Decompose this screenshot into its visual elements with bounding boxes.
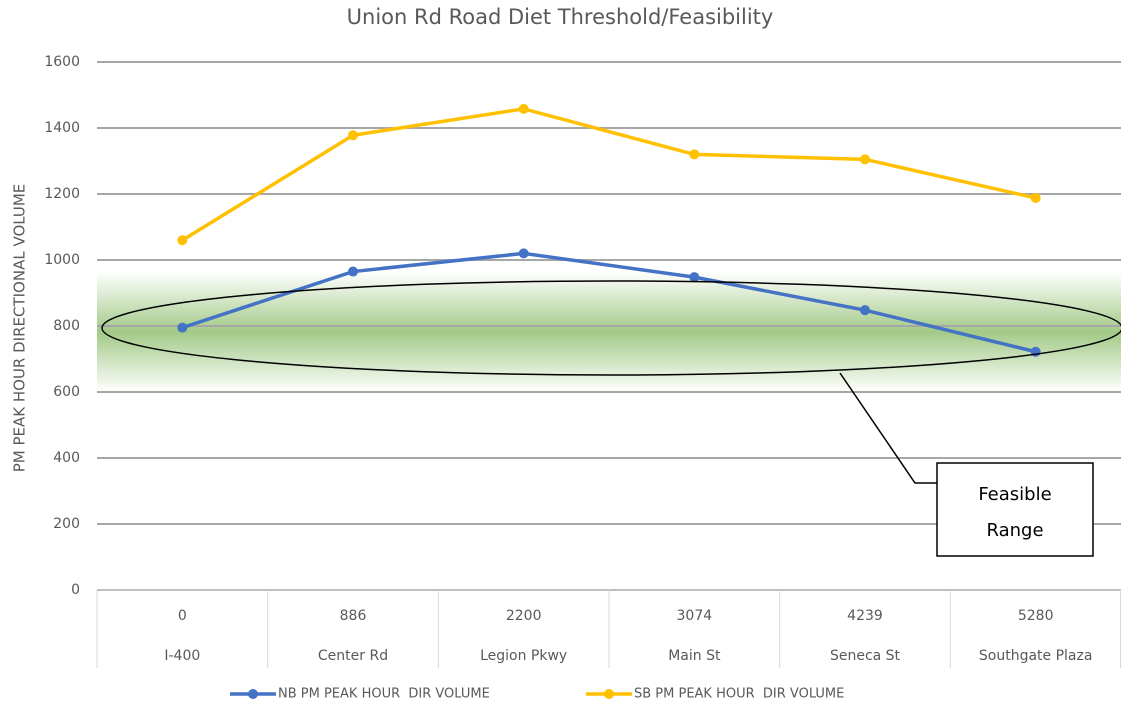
chart-title: Union Rd Road Diet Threshold/Feasibility — [347, 5, 774, 29]
y-tick-label: 400 — [53, 450, 80, 466]
data-point — [177, 322, 188, 333]
y-tick-label: 600 — [53, 384, 80, 400]
legend-label: SB PM PEAK HOUR DIR VOLUME — [634, 687, 844, 702]
series-line — [181, 251, 1037, 354]
y-tick-label: 1400 — [44, 120, 80, 136]
x-tick-label: Seneca St — [830, 648, 901, 664]
data-point — [860, 305, 870, 316]
data-point — [689, 272, 700, 283]
callout-text: Range — [986, 520, 1043, 541]
x-tick-label: 886 — [340, 608, 367, 624]
x-tick-label: 5280 — [1018, 608, 1054, 624]
feasible-band — [97, 272, 1121, 392]
data-point — [860, 154, 870, 165]
data-point — [348, 130, 358, 141]
legend-marker — [248, 689, 258, 699]
data-point — [177, 235, 188, 246]
legend-label: NB PM PEAK HOUR DIR VOLUME — [278, 687, 490, 702]
x-tick-label: Southgate Plaza — [979, 648, 1093, 664]
callout-box — [936, 462, 1094, 557]
feasible-ellipse — [101, 280, 1121, 376]
y-tick-label: 1000 — [44, 252, 80, 268]
y-tick-label: 0 — [71, 582, 80, 598]
legend-marker — [604, 689, 614, 699]
x-tick-label: Legion Pkwy — [480, 648, 567, 664]
data-point — [518, 248, 529, 259]
data-point — [689, 149, 700, 160]
x-tick-label: Center Rd — [318, 648, 388, 664]
data-point — [348, 266, 358, 277]
series-line — [181, 107, 1037, 242]
y-axis-label: PM PEAK HOUR DIRECTIONAL VOLUME — [11, 184, 29, 473]
y-tick-label: 200 — [53, 516, 80, 532]
lines — [177, 103, 1041, 357]
x-tick-label: I-400 — [164, 648, 200, 664]
y-tick-label: 1600 — [44, 54, 80, 70]
y-tick-label: 1200 — [44, 186, 80, 202]
callout-line — [839, 372, 937, 484]
callout-text: Feasible — [978, 484, 1051, 505]
y-tick-label: 800 — [53, 318, 80, 334]
x-tick-label: 2200 — [506, 608, 542, 624]
x-tick-label: 3074 — [677, 608, 713, 624]
x-tick-label: Main St — [668, 648, 721, 664]
x-tick-label: 4239 — [847, 608, 883, 624]
x-tick-label: 0 — [178, 608, 187, 624]
data-point — [518, 103, 529, 114]
data-point — [1030, 192, 1041, 203]
grid — [96, 61, 1121, 668]
